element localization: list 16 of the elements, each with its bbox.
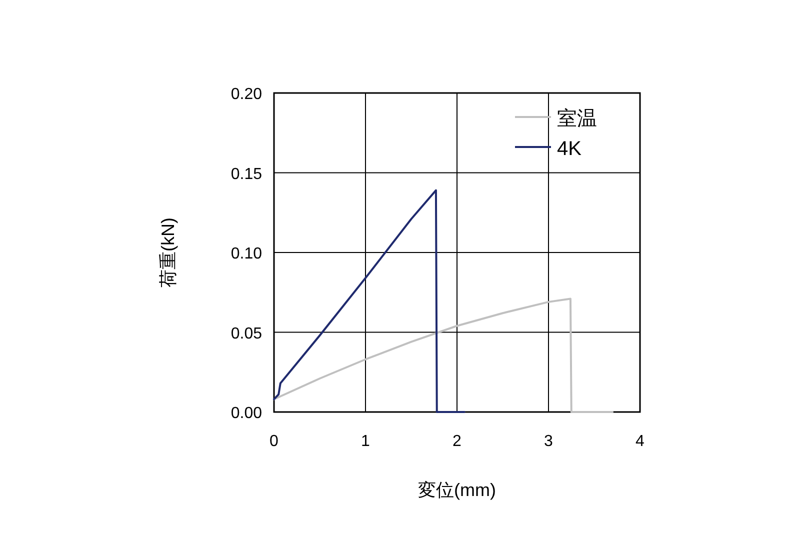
y-tick-label: 0.15 [230, 166, 262, 183]
y-axis-title: 荷重(kN) [158, 218, 178, 288]
line-series [273, 189, 466, 413]
legend-label: 4K [557, 138, 582, 160]
x-axis-title: 変位(mm) [418, 480, 496, 500]
x-tick-label: 2 [452, 433, 462, 450]
y-tick-label: 0.10 [230, 246, 262, 262]
x-tick-label: 4 [636, 433, 645, 450]
x-tick-label: 3 [544, 433, 554, 450]
x-tick-label: 0 [270, 433, 279, 450]
line-series [273, 298, 614, 413]
y-tick-label: 0.05 [230, 325, 262, 342]
x-tick-label: 1 [361, 433, 370, 450]
legend-label: 室温 [557, 107, 597, 130]
y-tick-label: 0.00 [230, 405, 262, 422]
y-tick-label: 0.20 [230, 86, 262, 103]
